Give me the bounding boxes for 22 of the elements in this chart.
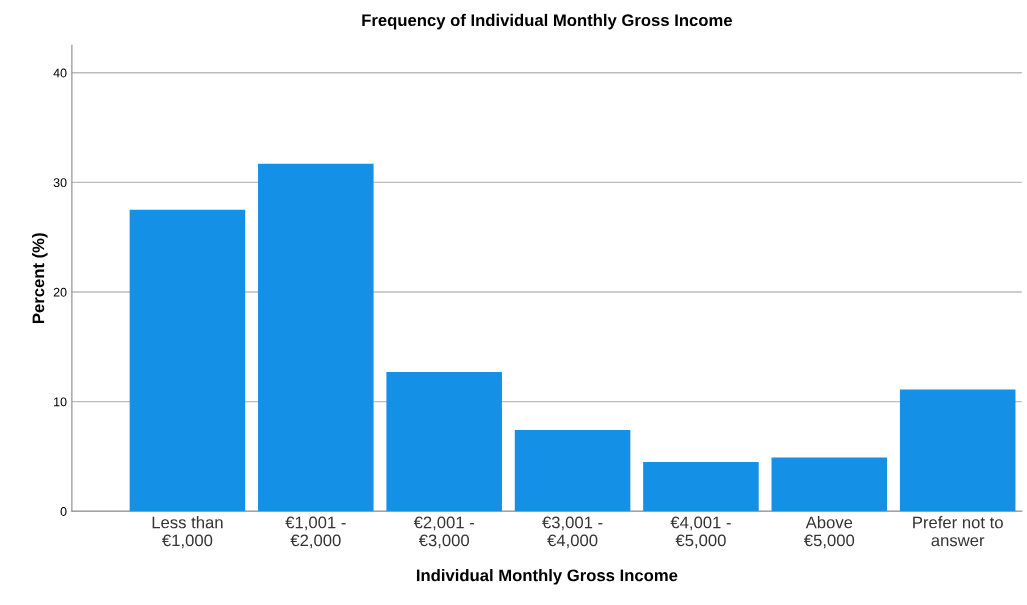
y-tick-label: 0 [60,507,67,516]
bar [129,209,246,512]
y-axis-title: Percent (%) [32,233,48,324]
y-tick-label: 10 [54,397,67,407]
x-tick-label: Less than €1,000 [152,516,223,549]
y-tick-label: 20 [53,287,67,297]
x-tick-label: €4,001 - €5,000 [670,516,731,549]
bar [899,389,1016,512]
x-tick-label: Prefer not to answer [913,516,1003,547]
bar [386,372,502,512]
bar [514,430,631,512]
bar [258,163,374,512]
x-tick-label: €3,001 - €4,000 [542,516,603,549]
x-tick-label: €1,001 - €2,000 [285,516,346,549]
y-tick-label: 30 [53,178,67,188]
x-axis-title: Individual Monthly Gross Income [416,569,678,585]
x-tick-label: €2,001 - €3,000 [413,516,475,549]
x-tick-label: Above €5,000 [803,516,855,549]
chart-title: Frequency of Individual Monthly Gross Income [362,13,732,30]
bar [643,461,759,512]
y-tick-label: 40 [53,68,67,78]
bar [771,457,888,512]
